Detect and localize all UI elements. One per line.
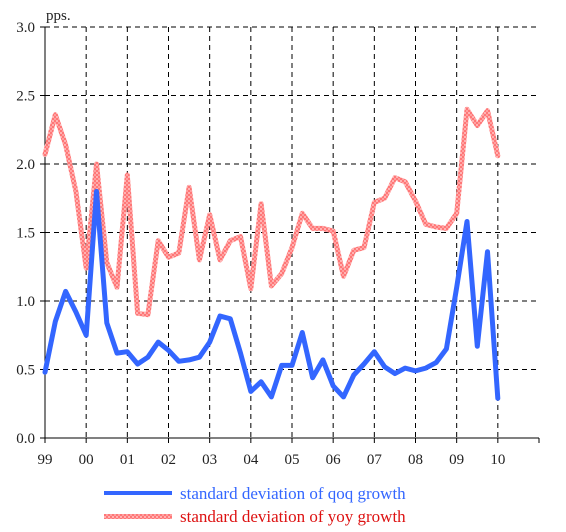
x-tick-label: 08 [408, 452, 423, 468]
y-tick-labels: 0.0 0.5 1.0 1.5 2.0 2.5 3.0 [16, 20, 35, 447]
series-lines [45, 109, 498, 398]
y-tick-label: 0.0 [16, 431, 35, 447]
y-tick-label: 1.0 [16, 294, 35, 310]
x-tick-label: 07 [367, 452, 383, 468]
legend: standard deviation of qoq growth standar… [104, 484, 406, 526]
x-tick-label: 03 [202, 452, 217, 468]
x-tick-label: 01 [120, 452, 135, 468]
y-tick-label: 2.0 [16, 157, 35, 173]
x-tick-label: 06 [326, 452, 342, 468]
x-tick-label: 10 [490, 452, 505, 468]
y-tick-label: 2.5 [16, 89, 35, 105]
legend-label-yoy: standard deviation of yoy growth [180, 507, 406, 526]
x-tick-labels: 99 00 01 02 03 04 05 06 07 08 09 10 [38, 452, 506, 468]
x-tick-label: 99 [38, 452, 53, 468]
series-line-yoy [45, 109, 498, 315]
unit-label: pps. [46, 8, 71, 24]
y-tick-label: 0.5 [16, 363, 35, 379]
x-tick-label: 04 [243, 452, 259, 468]
legend-swatch-yoy [104, 514, 172, 519]
x-tick-label: 05 [285, 452, 300, 468]
series-line-qoq [45, 191, 498, 398]
legend-label-qoq: standard deviation of qoq growth [180, 484, 406, 503]
y-tick-label: 1.5 [16, 226, 35, 242]
x-tick-label: 09 [449, 452, 464, 468]
x-tick-label: 02 [161, 452, 176, 468]
y-tick-label: 3.0 [16, 20, 35, 36]
x-tick-label: 00 [79, 452, 94, 468]
